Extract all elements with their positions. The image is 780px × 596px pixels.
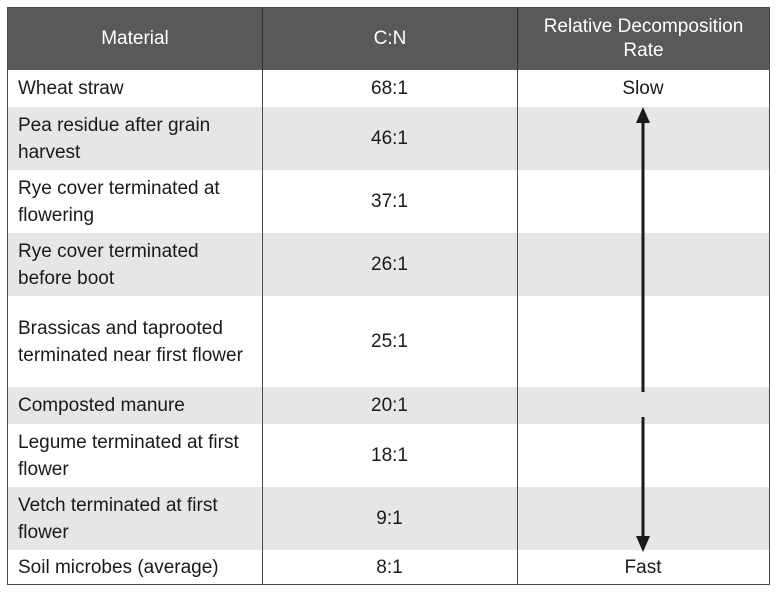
cn-cell: 18:1 bbox=[371, 445, 408, 466]
column-divider bbox=[262, 70, 263, 584]
cn-cell: 20:1 bbox=[371, 395, 408, 416]
material-cell: Pea residue after grain harvest bbox=[18, 114, 211, 163]
header-cn: C:N bbox=[262, 8, 517, 70]
cn-ratio-table: Material C:N Relative Decomposition Rate… bbox=[7, 7, 770, 585]
cn-cell: 68:1 bbox=[371, 78, 408, 99]
material-cell: Wheat straw bbox=[18, 78, 124, 99]
cn-cell: 9:1 bbox=[376, 508, 403, 529]
table-row: Rye cover terminated at flowering 37:1 bbox=[8, 170, 769, 233]
column-divider bbox=[517, 70, 518, 584]
material-cell: Composted manure bbox=[18, 395, 185, 416]
table-row: Legume terminated at first flower 18:1 bbox=[8, 424, 769, 487]
cn-cell: 37:1 bbox=[371, 191, 408, 212]
header-decomposition-rate: Relative Decomposition Rate bbox=[517, 8, 769, 70]
table-row: Soil microbes (average) 8:1 Fast bbox=[8, 550, 769, 584]
material-cell: Rye cover terminated at flowering bbox=[18, 177, 220, 226]
cn-cell: 25:1 bbox=[371, 331, 408, 352]
rate-cell: Fast bbox=[624, 556, 662, 578]
material-cell: Legume terminated at first flower bbox=[18, 431, 239, 480]
table-row: Wheat straw 68:1 Slow bbox=[8, 70, 769, 107]
material-cell: Brassicas and taprooted terminated near … bbox=[18, 317, 243, 366]
table-header: Material C:N Relative Decomposition Rate bbox=[8, 8, 769, 70]
material-cell: Vetch terminated at first flower bbox=[18, 494, 218, 543]
cn-cell: 26:1 bbox=[371, 254, 408, 275]
rate-cell: Slow bbox=[622, 78, 664, 99]
cn-cell: 46:1 bbox=[371, 128, 408, 149]
double-headed-arrow-icon bbox=[636, 107, 650, 552]
cn-cell: 8:1 bbox=[376, 556, 403, 578]
material-cell: Soil microbes (average) bbox=[18, 556, 219, 578]
material-cell: Rye cover terminated before boot bbox=[18, 240, 199, 289]
table-row: Brassicas and taprooted terminated near … bbox=[8, 296, 769, 387]
arrow-down-head bbox=[636, 536, 650, 552]
header-material: Material bbox=[101, 28, 169, 49]
arrow-up-head bbox=[636, 107, 650, 123]
